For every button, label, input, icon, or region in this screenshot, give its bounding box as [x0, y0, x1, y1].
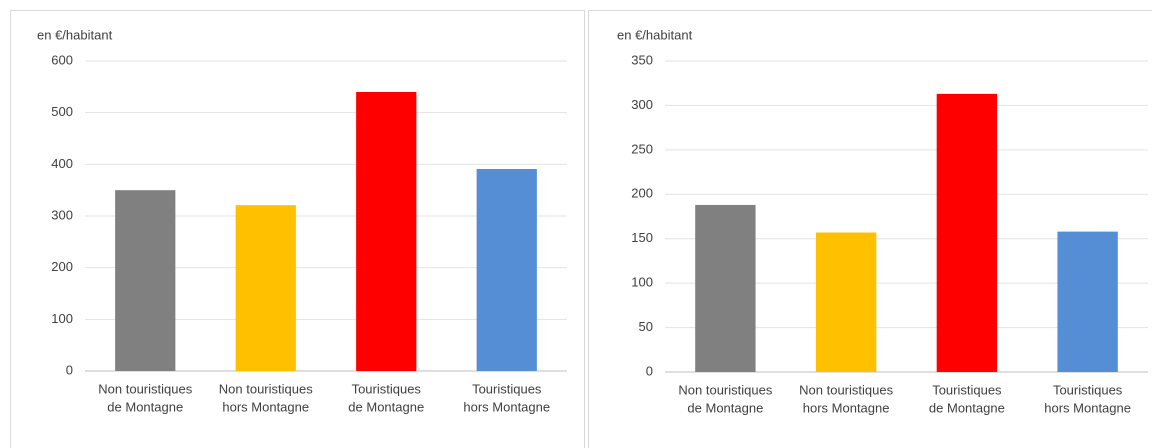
bar	[695, 204, 756, 372]
x-tick-label: Non touristiques	[98, 381, 192, 396]
bar	[1057, 231, 1118, 372]
x-tick-label: Touristiques	[352, 381, 422, 396]
x-tick-label: Non touristiques	[799, 382, 893, 397]
y-axis-label: en €/habitant	[617, 27, 693, 42]
x-tick-label: Non touristiques	[219, 381, 313, 396]
y-tick-label: 200	[631, 186, 653, 201]
y-tick-label: 50	[639, 319, 653, 334]
y-tick-label: 100	[51, 311, 73, 326]
bar	[476, 168, 537, 371]
x-tick-label: hors Montagne	[222, 399, 309, 414]
y-tick-label: 600	[51, 52, 73, 67]
y-tick-label: 300	[631, 97, 653, 112]
y-tick-label: 500	[51, 104, 73, 119]
y-tick-label: 0	[646, 363, 653, 378]
y-tick-label: 100	[631, 275, 653, 290]
x-tick-label: de Montagne	[687, 400, 763, 415]
bar	[815, 232, 877, 372]
x-tick-label: hors Montagne	[1044, 400, 1131, 415]
x-tick-label: Touristiques	[1053, 382, 1123, 397]
bar	[356, 92, 417, 371]
x-tick-label: Touristiques	[932, 382, 1002, 397]
x-tick-label: de Montagne	[929, 400, 1005, 415]
y-tick-label: 400	[51, 156, 73, 171]
panel-border	[588, 10, 1152, 448]
y-tick-label: 350	[631, 52, 653, 67]
panel-border	[10, 10, 585, 448]
x-tick-label: Touristiques	[472, 381, 542, 396]
x-tick-label: de Montagne	[107, 399, 183, 414]
y-tick-label: 150	[631, 230, 653, 245]
y-tick-label: 250	[631, 141, 653, 156]
bar	[936, 93, 998, 373]
x-tick-label: de Montagne	[348, 399, 424, 414]
y-tick-label: 200	[51, 259, 73, 274]
x-tick-label: hors Montagne	[803, 400, 890, 415]
bar	[235, 205, 296, 371]
y-tick-label: 300	[51, 207, 73, 222]
y-axis-label: en €/habitant	[37, 27, 113, 42]
y-tick-label: 0	[66, 362, 73, 377]
x-tick-label: Non touristiques	[678, 382, 772, 397]
bar	[115, 190, 176, 371]
x-tick-label: hors Montagne	[463, 399, 550, 414]
